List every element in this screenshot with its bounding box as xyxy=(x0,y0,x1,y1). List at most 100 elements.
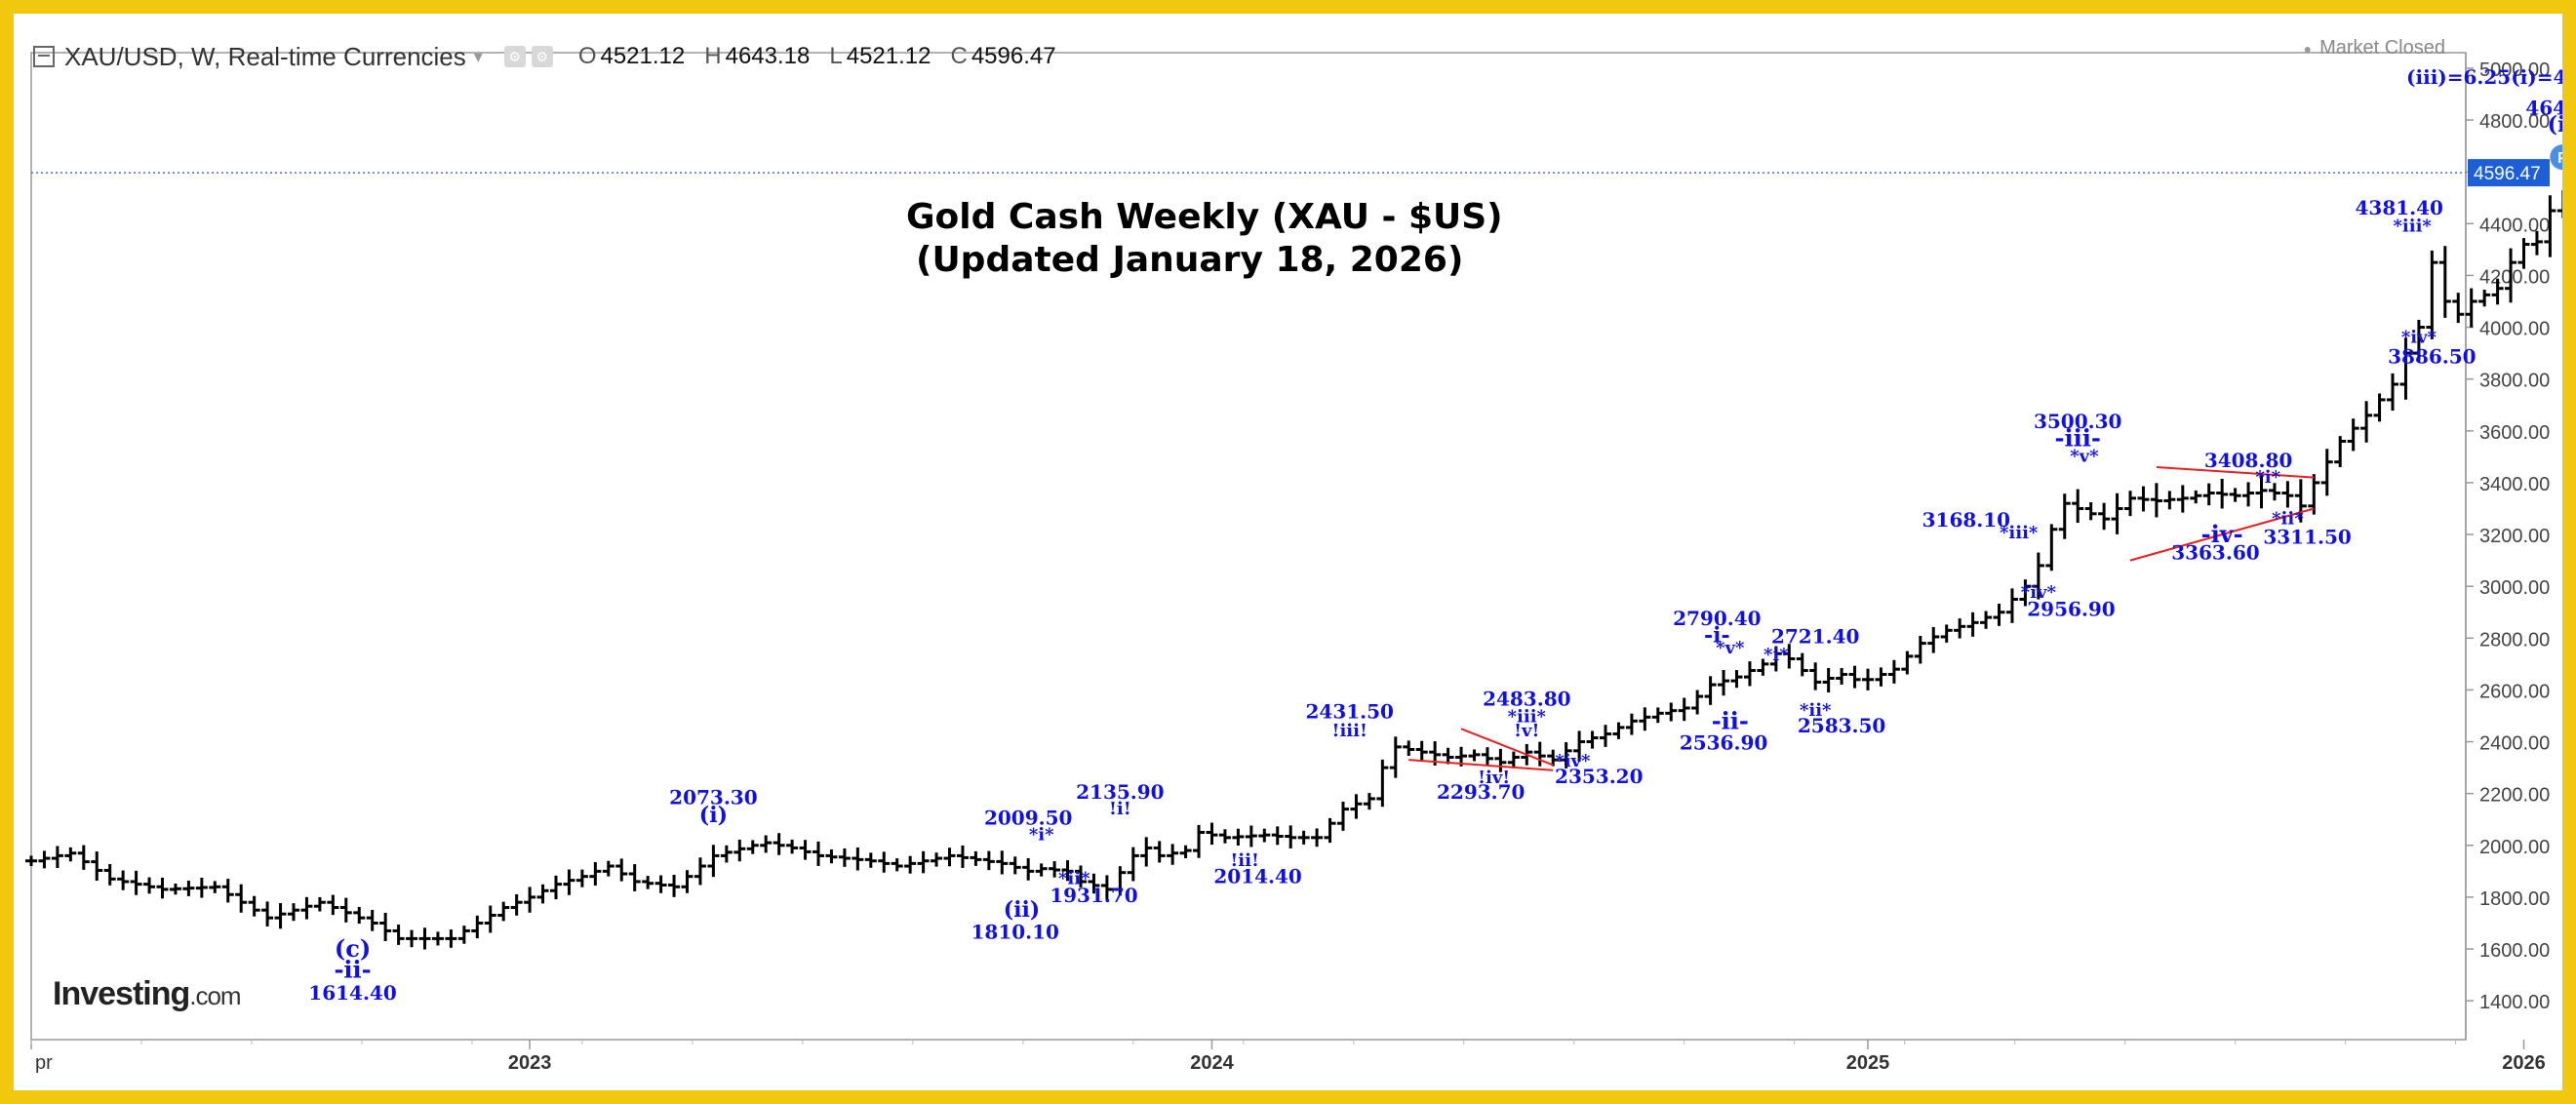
wave-label: 1614.40 xyxy=(308,981,396,1005)
logo-suffix: .com xyxy=(189,981,241,1010)
x-tick-label: 2023 xyxy=(508,1052,552,1074)
open-value: 4521.12 xyxy=(600,43,686,69)
red-trend-line xyxy=(1408,759,1554,771)
wave-label: *iv* xyxy=(1555,751,1591,771)
wave-label: -iv- xyxy=(2201,520,2243,548)
x-tick-label: 2026 xyxy=(2502,1052,2546,1074)
ohlc-low: L 4521.12 xyxy=(829,43,931,70)
y-tick-label: 4200.00 xyxy=(2479,266,2550,288)
high-label: H xyxy=(704,43,722,69)
collapse-icon[interactable] xyxy=(33,46,55,67)
wave-label: 2483.80 xyxy=(1483,687,1570,710)
symbol-label[interactable]: XAU/USD, W, Real-time Currencies xyxy=(64,41,466,71)
wave-label: 4643.20 xyxy=(2525,97,2562,120)
wave-label: 2293.70 xyxy=(1437,780,1525,804)
wave-label: -i- xyxy=(1704,622,1730,648)
investing-logo: Investing.com xyxy=(53,975,242,1013)
close-value: 4596.47 xyxy=(971,43,1056,69)
wave-label: 3886.50 xyxy=(2388,345,2476,369)
y-tick-label: 4000.00 xyxy=(2479,319,2550,340)
current-price-label: 4596.47 xyxy=(2474,164,2541,184)
high-value: 4643.18 xyxy=(725,43,811,69)
gear-icon[interactable]: ⚙ xyxy=(531,46,553,67)
wave-label: 2583.50 xyxy=(1798,714,1885,737)
y-tick-label: 2800.00 xyxy=(2479,629,2550,651)
x-tick-label: pr xyxy=(35,1052,53,1074)
logo-main: Investing xyxy=(53,975,190,1012)
wave-label: !v! xyxy=(1514,721,1539,741)
wave-label: *iii* xyxy=(2000,523,2039,543)
wave-label: 2956.90 xyxy=(2027,598,2115,621)
red-trend-line xyxy=(2129,507,2315,562)
current-price-tag xyxy=(2468,159,2550,187)
low-value: 4521.12 xyxy=(846,43,931,69)
wave-label: -ii- xyxy=(1712,706,1749,734)
wave-label: *i* xyxy=(1764,645,1789,665)
wave-label: !iv! xyxy=(1478,768,1510,788)
wave-label: !iii! xyxy=(1332,721,1367,741)
wave-label: 3408.80 xyxy=(2204,449,2292,472)
p-marker-label: P xyxy=(2557,150,2562,167)
wave-label: *v* xyxy=(1716,638,1745,658)
ohlc-high: H 4643.18 xyxy=(704,43,810,70)
wave-label: !i! xyxy=(1109,799,1131,819)
y-tick-label: 2200.00 xyxy=(2479,785,2550,807)
y-tick-label: 1400.00 xyxy=(2479,992,2550,1013)
y-tick-label: 3400.00 xyxy=(2479,474,2550,495)
x-tick-label: 2024 xyxy=(1190,1052,1234,1074)
y-tick-label: 1800.00 xyxy=(2479,888,2550,910)
close-label: C xyxy=(950,43,968,69)
market-status: Market Closed xyxy=(2304,37,2445,59)
chart[interactable]: 1400.00 1600.00 1800.00 2000.00 2200.00 2400.… xyxy=(14,14,2562,1090)
wave-label: 4381.40 xyxy=(2355,196,2442,219)
chart-header: XAU/USD, W, Real-time Currencies ▾ ⚙ ⚙ O… xyxy=(33,33,1056,80)
y-tick-label: 3600.00 xyxy=(2479,422,2550,444)
open-label: O xyxy=(577,43,597,69)
wave-label: *iii* xyxy=(2394,216,2433,236)
wave-label: *ii* xyxy=(2272,508,2304,529)
wave-label: *iv* xyxy=(2021,582,2057,603)
wave-label: 1810.10 xyxy=(971,920,1059,943)
wave-label: (c) xyxy=(335,934,371,963)
low-label: L xyxy=(829,43,843,69)
ohlc-close: C 4596.47 xyxy=(950,43,1055,70)
y-tick-label: 1600.00 xyxy=(2479,940,2550,962)
wave-label: 3363.60 xyxy=(2171,540,2259,564)
wave-label: (i) xyxy=(699,803,728,828)
settings-icon[interactable]: ⚙ xyxy=(503,46,526,67)
chart-subtitle: (Updated January 18, 2026) xyxy=(916,240,1464,280)
red-trend-line xyxy=(2156,465,2315,479)
wave-label: 2790.40 xyxy=(1673,607,1761,630)
y-tick-label: 2000.00 xyxy=(2479,837,2550,858)
wave-label: !ii! xyxy=(1230,850,1258,871)
wave-label: 2073.30 xyxy=(669,785,757,808)
red-trend-line xyxy=(1460,728,1554,767)
chevron-down-icon[interactable]: ▾ xyxy=(473,46,483,66)
y-tick-label: 4400.00 xyxy=(2479,215,2550,236)
wave-label: 3311.50 xyxy=(2263,525,2351,548)
wave-label: 2353.20 xyxy=(1555,765,1643,788)
wave-label: 1931.70 xyxy=(1050,884,1137,907)
wave-label: 3500.30 xyxy=(2034,410,2121,433)
wave-label: *ii* xyxy=(1058,869,1090,889)
wave-label: *iv* xyxy=(2401,327,2437,347)
wave-label: (iii) xyxy=(2548,112,2562,138)
wave-label: *i* xyxy=(2255,467,2280,488)
wave-label: -ii- xyxy=(334,955,371,983)
wave-label: 2135.90 xyxy=(1076,780,1164,804)
wave-label: 2014.40 xyxy=(1213,864,1301,887)
wave-label: (ii) xyxy=(1004,897,1041,923)
y-tick-label: 4800.00 xyxy=(2479,111,2550,133)
ohlc-open: O 4521.12 xyxy=(578,43,685,70)
wave-label: *v* xyxy=(2070,447,2099,467)
y-tick-label: 3800.00 xyxy=(2479,371,2550,392)
wave-label: *iii* xyxy=(1508,707,1547,728)
p-marker-icon[interactable] xyxy=(2550,144,2562,171)
y-tick-label: 3000.00 xyxy=(2479,577,2550,599)
chart-frame: 1400.00 1600.00 1800.00 2000.00 2200.00 2400.… xyxy=(14,14,2562,1090)
wave-label: 2009.50 xyxy=(984,807,1072,830)
wave-label: -iii- xyxy=(2055,424,2101,453)
wave-label: *i* xyxy=(1029,824,1054,845)
y-tick-label: 2400.00 xyxy=(2479,733,2550,755)
wave-label: (iii)=6.25(i)=4678.20 xyxy=(2406,65,2562,89)
